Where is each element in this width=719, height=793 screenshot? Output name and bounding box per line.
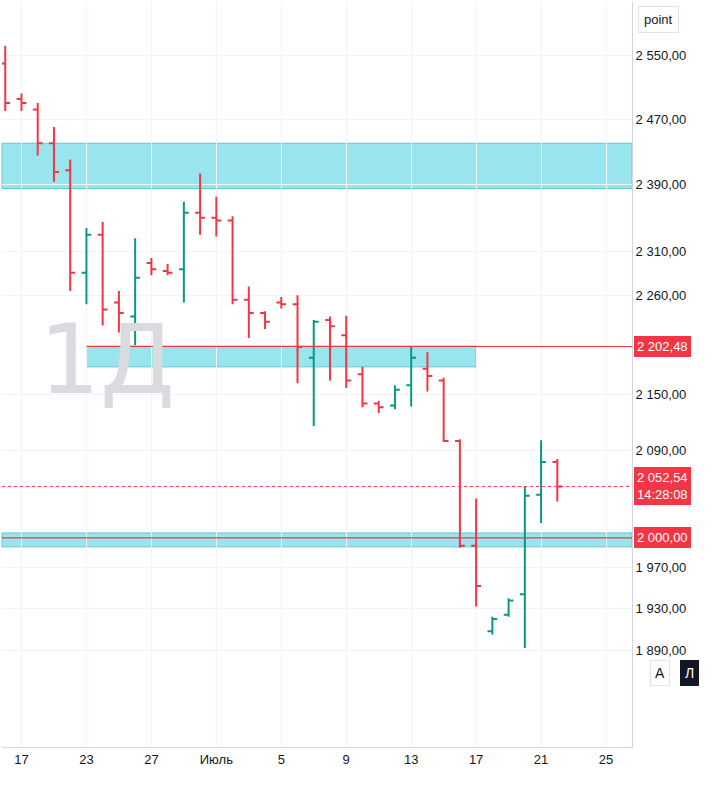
svg-text:2 150,00: 2 150,00 (636, 387, 687, 402)
svg-text:2 390,00: 2 390,00 (636, 177, 687, 192)
svg-text:2 000,00: 2 000,00 (637, 530, 688, 545)
svg-text:1 970,00: 1 970,00 (636, 560, 687, 575)
svg-text:13: 13 (404, 752, 418, 767)
svg-text:Июль: Июль (200, 752, 233, 767)
svg-text:23: 23 (79, 752, 93, 767)
svg-text:1 930,00: 1 930,00 (636, 601, 687, 616)
svg-text:Л: Л (685, 665, 694, 681)
svg-text:2 550,00: 2 550,00 (636, 48, 687, 63)
svg-text:point: point (644, 12, 673, 27)
svg-text:1 890,00: 1 890,00 (636, 643, 687, 658)
svg-text:2 260,00: 2 260,00 (636, 288, 687, 303)
svg-text:A: A (655, 665, 665, 681)
svg-text:2 202,48: 2 202,48 (637, 339, 688, 354)
svg-text:21: 21 (534, 752, 548, 767)
svg-text:5: 5 (278, 752, 285, 767)
svg-text:2 310,00: 2 310,00 (636, 244, 687, 259)
svg-text:17: 17 (14, 752, 28, 767)
svg-text:1Д: 1Д (39, 304, 175, 416)
svg-text:2 470,00: 2 470,00 (636, 112, 687, 127)
svg-text:17: 17 (469, 752, 483, 767)
svg-text:2 090,00: 2 090,00 (636, 443, 687, 458)
svg-text:27: 27 (144, 752, 158, 767)
svg-text:25: 25 (599, 752, 613, 767)
svg-text:2 052,5414:28:08: 2 052,5414:28:08 (637, 470, 688, 502)
svg-text:9: 9 (343, 752, 350, 767)
